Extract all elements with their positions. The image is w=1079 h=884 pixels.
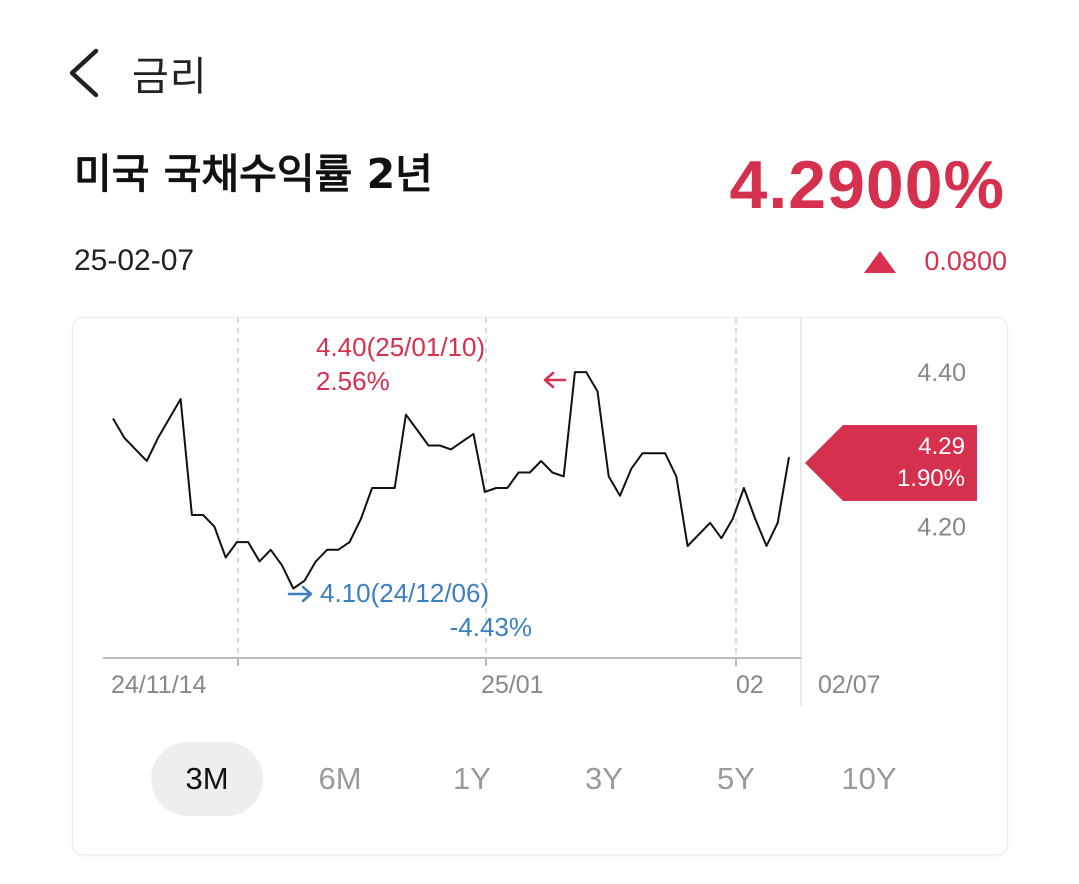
nav-title: 금리 (132, 54, 208, 100)
left-arrow-icon (543, 371, 567, 389)
right-arrow-icon (287, 585, 313, 603)
tab-10y[interactable]: 10Y (841, 761, 897, 796)
y-tick-label: 4.20 (917, 514, 966, 542)
quote-date: 25-02-07 (74, 244, 195, 277)
tab-1y[interactable]: 1Y (453, 761, 491, 796)
low-annotation-pct: -4.43% (450, 612, 532, 642)
price-change: 0.0800 (862, 246, 1007, 277)
x-tick-label: 25/01 (481, 671, 544, 699)
current-pct-label: 1.90% (897, 465, 965, 492)
current-price: 4.2900% (729, 147, 1005, 223)
x-tick-label: 02/07 (818, 671, 881, 699)
high-annotation-pct: 2.56% (316, 366, 390, 396)
page-title: 미국 국채수익률 2년 (74, 150, 433, 198)
tab-3y[interactable]: 3Y (585, 761, 623, 796)
up-triangle-icon (864, 250, 897, 273)
tab-3m[interactable]: 3M (151, 742, 263, 816)
current-value-tag (805, 425, 977, 501)
chart-card: 24/11/14 25/01 02 02/07 4.40 4.20 4.29 1.90% 4.4… (73, 318, 1007, 854)
change-value: 0.0800 (924, 246, 1007, 276)
tab-5y[interactable]: 5Y (717, 761, 755, 796)
yield-chart: 24/11/14 25/01 02 02/07 4.40 4.20 4.29 1.90% 4.4… (103, 318, 977, 706)
tab-6m[interactable]: 6M (318, 761, 362, 796)
period-tabs: 3M 6M 1Y 3Y 5Y 10Y (150, 742, 986, 816)
top-nav: 금리 (60, 38, 208, 108)
high-annotation-label: 4.40(25/01/10) (316, 332, 485, 362)
back-arrow-icon[interactable] (60, 43, 104, 103)
low-annotation-label: 4.10(24/12/06) (320, 578, 489, 608)
x-tick-label: 02 (736, 671, 764, 699)
series-line (112, 371, 790, 590)
current-value-label: 4.29 (918, 433, 965, 460)
y-tick-label: 4.40 (917, 359, 966, 387)
x-tick-label: 24/11/14 (111, 671, 207, 699)
